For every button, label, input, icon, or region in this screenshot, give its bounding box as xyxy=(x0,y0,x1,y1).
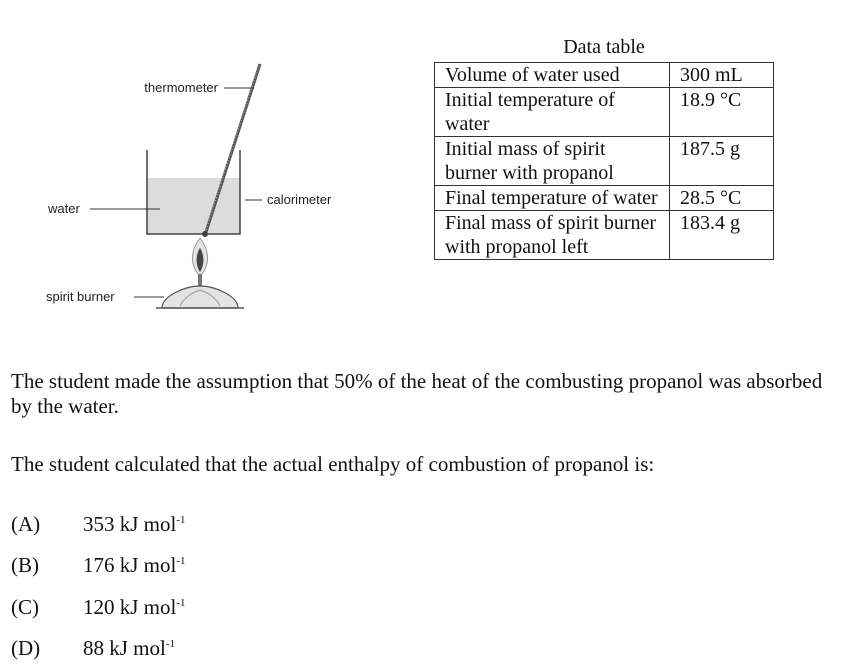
flame-icon xyxy=(192,237,208,277)
option-label: (A) xyxy=(11,512,41,536)
assumption-text: The student made the assumption that 50%… xyxy=(11,369,823,418)
question-prompt: The student calculated that the actual e… xyxy=(11,452,655,476)
option-value: 353 kJ mol xyxy=(83,512,177,536)
row-value: 183.4 g xyxy=(669,210,774,260)
option-label: (B) xyxy=(11,553,39,577)
option-d: (D) 88 kJ mol-1 xyxy=(11,632,175,661)
row-label: Initial temperature of water xyxy=(434,87,670,137)
row-label: Initial mass of spirit burner with propa… xyxy=(434,136,670,186)
option-b: (B) 176 kJ mol-1 xyxy=(11,549,186,578)
row-label: Final mass of spirit burner with propano… xyxy=(434,210,670,260)
calorimeter-beaker xyxy=(146,150,241,235)
table-row: Initial mass of spirit burner with propa… xyxy=(434,136,774,186)
water-label: water xyxy=(47,201,80,216)
table-row: Initial temperature of water 18.9 °C xyxy=(434,87,774,137)
table-caption: Data table xyxy=(563,36,645,58)
option-value: 120 kJ mol xyxy=(83,595,177,619)
thermometer-label: thermometer xyxy=(144,80,218,95)
row-label: Volume of water used xyxy=(434,62,670,88)
option-exponent: -1 xyxy=(176,514,186,526)
row-value: 28.5 °C xyxy=(669,185,774,211)
row-value: 18.9 °C xyxy=(669,87,774,137)
spirit-burner-label: spirit burner xyxy=(46,289,115,304)
table-row: Final temperature of water 28.5 °C xyxy=(434,185,774,211)
option-label: (D) xyxy=(11,636,41,660)
table-row: Final mass of spirit burner with propano… xyxy=(434,210,774,260)
apparatus-diagram: thermometer water calorimeter spirit bur… xyxy=(46,63,332,309)
water-fill xyxy=(147,178,240,234)
data-table: Volume of water used 300 mL Initial temp… xyxy=(434,62,774,260)
thermometer-icon xyxy=(202,63,262,237)
option-c: (C) 120 kJ mol-1 xyxy=(11,591,186,620)
option-value: 88 kJ mol xyxy=(83,636,166,660)
row-value: 187.5 g xyxy=(669,136,774,186)
option-a: (A) 353 kJ mol-1 xyxy=(11,508,186,537)
option-exponent: -1 xyxy=(176,555,186,567)
option-value: 176 kJ mol xyxy=(83,553,177,577)
row-value: 300 mL xyxy=(669,62,774,88)
spirit-burner-icon xyxy=(156,274,244,309)
option-label: (C) xyxy=(11,595,39,619)
table-row: Volume of water used 300 mL xyxy=(434,62,774,88)
option-exponent: -1 xyxy=(176,597,186,609)
calorimeter-label: calorimeter xyxy=(267,192,332,207)
row-label: Final temperature of water xyxy=(434,185,670,211)
option-exponent: -1 xyxy=(165,638,176,650)
